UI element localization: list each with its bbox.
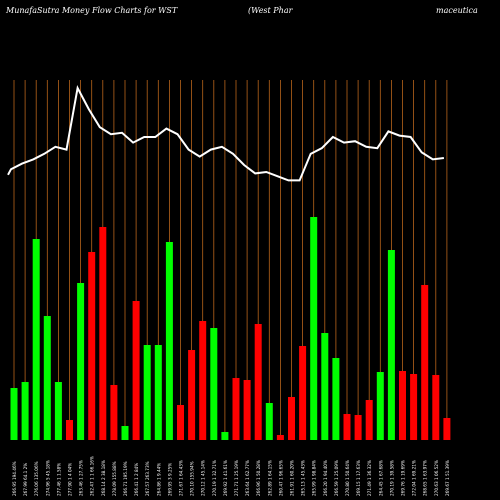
money-flow-bar [243,380,251,440]
chart-title: MunafaSutra Money Flow Charts for WST (W… [0,6,500,20]
x-axis-label: 265.13 1 45.43% [301,460,306,496]
money-flow-bar [10,388,18,440]
money-flow-bar [376,372,384,440]
x-axis-label: 270.19 1 32.71% [212,460,217,496]
money-flow-bar [343,414,351,440]
x-axis-label: 270.19 1 39.58% [389,460,394,496]
money-flow-bar [110,385,118,440]
company-name-part2: maceutica [436,6,478,15]
money-flow-bar [321,333,329,440]
money-flow-bar [221,432,229,440]
price-line [7,84,445,182]
x-axis-label: 271.49 1 36.32% [367,460,372,496]
x-axis-label: 264.86 1 9.44% [156,463,161,496]
money-flow-bar [354,415,362,440]
money-flow-bar [265,403,273,440]
money-flow-bar [154,345,162,440]
x-axis-label: 269.76 1 19.69% [401,460,406,496]
x-axis-label: 268.14 2 38.18% [101,460,106,496]
x-axis-label: 266.20 1 94.40% [323,460,328,496]
company-name-part1: (West Phar [248,6,293,15]
money-flow-bar [432,375,440,440]
x-axis-label: 271.71 1 25.19% [234,460,239,496]
price-line-path [7,84,445,182]
money-flow-bar [121,426,129,440]
x-axis-label: 261.91 1 60.20% [290,460,295,496]
x-axis-label: 277.46 1 1.58% [56,463,61,496]
x-axis-label: 269.95 3 9.25% [167,463,172,496]
money-flow-bar [77,283,85,440]
x-axis-label: 267.57 263.73% [145,461,150,496]
x-axis-label: 266.96 1 50.28% [256,460,261,496]
money-flow-bar [99,227,107,440]
x-axis-label: 271.67 1 64.43% [179,460,184,496]
money-flow-bar [66,420,73,440]
brand-title: MunafaSutra Money Flow Charts for WST [6,6,178,15]
money-flow-bar [332,358,340,440]
money-flow-bar [365,400,373,440]
money-flow-bar [443,418,451,440]
x-axis-label: 264.45 1 67.68% [378,460,383,496]
x-axis-label: 260.47 1 96.65% [278,460,283,496]
money-flow-bar [254,324,262,440]
x-axis-label: 267.99 64.1 2% [23,463,28,496]
money-flow-bars [10,217,451,440]
money-flow-bar [188,350,196,440]
x-axis-label: 265.99 1 98.84% [312,460,317,496]
x-axis-label: 269.67 1 51.39% [445,460,450,496]
x-axis-label: 269.15 1 17.63% [356,460,361,496]
x-axis-label: 269.92 1 41.61% [223,460,228,496]
x-axis-label: 276.06 135.06% [34,461,39,496]
money-flow-bar [310,217,318,440]
x-axis-label: 266.59 1 25.09% [334,460,339,496]
money-flow-bar [132,301,140,440]
x-axis-label: 278.09 155.88% [112,461,117,496]
x-axis-label: 274.96 5 45.18% [45,460,50,496]
x-axis-label: 263.46 1 27.75% [79,460,84,496]
money-flow-bar [421,285,429,440]
money-flow-bar [387,250,395,440]
money-flow-bar [276,435,284,440]
money-flow-bar [54,382,62,440]
x-axis-labels: 266.95 194.46% 267.99 64.1 2% 276.06 135.0… [12,456,450,496]
x-axis-label: 277.90 1 4 04% [68,463,73,496]
money-flow-bar [177,405,184,440]
x-axis-label: 262.47 1 1 66.16% [90,456,95,496]
money-flow-bar [32,239,40,440]
money-flow-bar [210,328,218,440]
x-axis-label: 270.80 1 50.64% [345,460,350,496]
money-flow-bar [165,242,173,440]
x-axis-label: 270.10 155.94% [190,461,195,496]
money-flow-bar [88,252,96,440]
money-flow-bar [410,374,418,440]
money-flow-bar [399,371,406,440]
money-flow-bar [21,382,29,440]
x-axis-label: 266.41 1 2 84% [134,463,139,496]
x-axis-label: 266.71 195.19% [123,461,128,496]
money-flow-bar [199,321,207,440]
x-axis-label: 263.64 1 62.77% [245,460,250,496]
money-flow-bar [288,397,295,440]
x-axis-label: 270.12 1 45.14% [201,460,206,496]
x-axis-label: 268.65 1 63.97% [423,460,428,496]
x-axis-label: 262.89 1 64.15% [267,460,272,496]
money-flow-bar [43,316,51,440]
money-flow-bar [299,346,307,440]
money-flow-bar [143,345,151,440]
x-axis-label: 270.63 1 06.52% [434,460,439,496]
x-axis-label: 272.04 1 69.21% [412,460,417,496]
money-flow-bar [232,378,240,440]
x-axis-label: 266.95 194.46% [12,461,17,496]
